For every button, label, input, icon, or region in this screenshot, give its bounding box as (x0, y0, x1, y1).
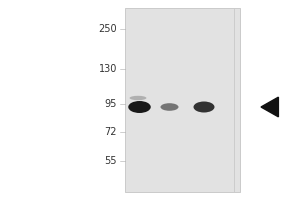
Text: 55: 55 (104, 156, 117, 166)
Text: 130: 130 (99, 64, 117, 74)
Ellipse shape (194, 102, 214, 112)
Bar (124, 8, 240, 192)
Ellipse shape (160, 103, 178, 111)
Polygon shape (261, 97, 278, 117)
Text: 72: 72 (104, 127, 117, 137)
Ellipse shape (128, 101, 151, 113)
Text: 95: 95 (105, 99, 117, 109)
Text: 250: 250 (98, 24, 117, 34)
Ellipse shape (130, 96, 146, 100)
